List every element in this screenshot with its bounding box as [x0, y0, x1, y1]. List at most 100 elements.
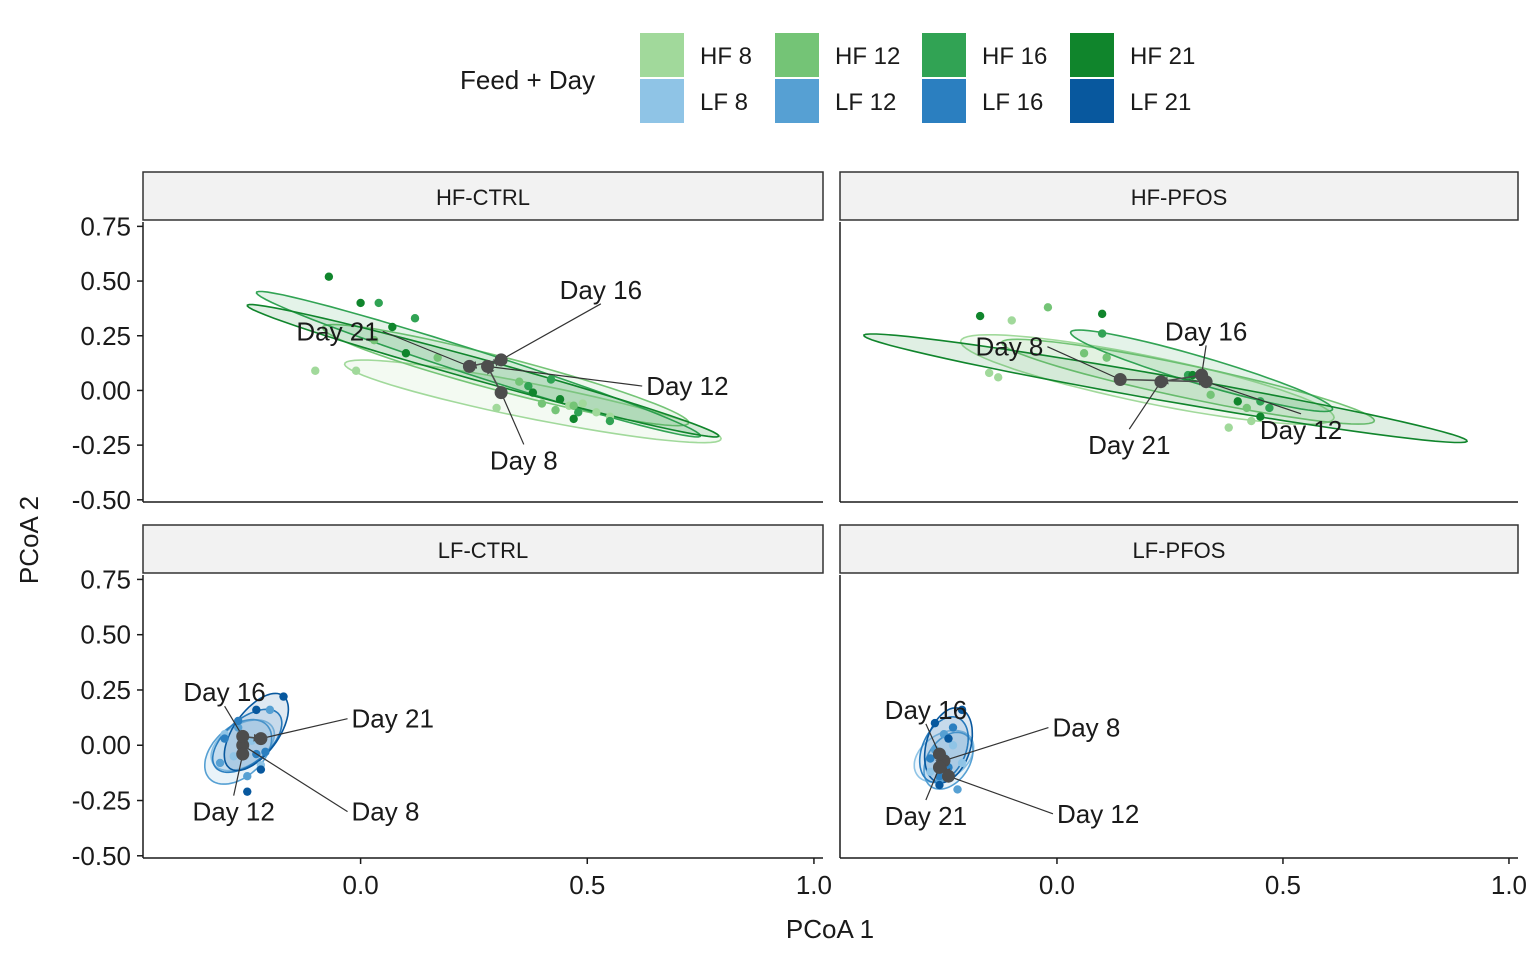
centroid-point	[494, 353, 508, 367]
centroid-point	[1195, 368, 1209, 382]
y-tick-label: 0.75	[80, 564, 131, 594]
centroid-label: Day 21	[352, 704, 434, 734]
x-tick-label: 0.5	[1265, 870, 1301, 900]
data-point	[356, 298, 365, 308]
data-point	[433, 353, 442, 362]
legend-label: LF 16	[982, 89, 1043, 116]
centroid-label: Day 12	[1260, 415, 1342, 445]
data-point	[957, 758, 967, 768]
data-point	[252, 705, 261, 715]
legend-title: Feed + Day	[460, 65, 595, 95]
centroid-label: Day 12	[1057, 799, 1139, 829]
facet-strip	[839, 171, 1519, 221]
data-point	[555, 394, 565, 404]
data-point	[524, 381, 533, 391]
centroid-label: Day 21	[1088, 430, 1170, 460]
centroid-point	[481, 359, 495, 373]
facet-panel: LF-PFOS Day 8 Day 12 Day 16 Day 21 0.0 0.5 1.0	[839, 524, 1527, 900]
centroid-label: Day 16	[560, 275, 642, 305]
data-point	[528, 388, 538, 397]
data-point	[215, 758, 225, 768]
x-tick-label: 0.0	[1039, 870, 1075, 900]
y-tick-label: -0.25	[72, 430, 131, 460]
centroid-leader-line	[943, 726, 1049, 762]
data-point	[351, 366, 361, 375]
legend-label: HF 16	[982, 43, 1047, 70]
data-point	[948, 741, 958, 750]
centroid-point	[462, 359, 476, 373]
facet-strip	[839, 524, 1519, 574]
legend-key	[640, 33, 684, 77]
centroid-label: Day 21	[885, 801, 967, 831]
facet-panel: HF-PFOS Day 8 Day 12 Day 16 Day 21	[839, 171, 1519, 503]
centroid-arrow	[1160, 374, 1202, 385]
centroid-point	[1154, 375, 1168, 389]
y-tick-label: -0.50	[72, 841, 131, 871]
data-point	[569, 414, 578, 424]
data-point	[515, 377, 524, 386]
legend-label: LF 12	[835, 89, 896, 116]
data-point	[279, 692, 288, 701]
data-point	[1079, 349, 1089, 358]
data-point	[220, 734, 229, 743]
centroid-label: Day 21	[296, 316, 378, 346]
data-point	[374, 298, 383, 308]
legend-label: HF 21	[1130, 43, 1195, 70]
data-point	[261, 747, 270, 757]
legend-key	[922, 33, 966, 77]
centroid-point	[254, 732, 268, 746]
data-point	[256, 765, 266, 774]
centroid-point	[494, 386, 508, 400]
data-point	[1007, 316, 1016, 325]
data-point	[578, 399, 587, 408]
legend-label: LF 21	[1130, 89, 1191, 116]
facet-panel: LF-CTRL Day 8 Day 12 Day 16 Day 21 0.75 0.50 0.…	[72, 524, 832, 900]
centroid-point	[236, 747, 250, 761]
data-point	[935, 780, 944, 790]
data-point	[492, 403, 501, 413]
legend-key	[775, 79, 819, 123]
y-tick-label: 0.00	[80, 730, 131, 760]
centroid-leader-line	[500, 303, 602, 361]
centroid-leader-line	[260, 718, 348, 740]
centroid-label: Day 16	[183, 677, 265, 707]
legend-key	[922, 79, 966, 123]
centroid-label: Day 12	[192, 797, 274, 827]
data-point	[574, 408, 583, 417]
data-point	[975, 311, 985, 321]
data-point	[546, 375, 556, 384]
data-point	[605, 416, 615, 426]
confidence-ellipse	[321, 323, 690, 427]
centroid-label: Day 8	[975, 332, 1043, 362]
centroid-label: Day 16	[885, 695, 967, 725]
data-point	[1097, 329, 1107, 338]
legend-key	[1070, 79, 1114, 123]
data-point	[953, 785, 962, 794]
data-point	[265, 705, 275, 715]
data-point	[229, 752, 238, 761]
data-point	[592, 408, 601, 417]
data-point	[243, 787, 252, 796]
data-point	[569, 401, 578, 410]
data-point	[243, 771, 252, 781]
data-point	[930, 718, 940, 728]
data-point	[324, 272, 334, 281]
legend-label: HF 12	[835, 43, 900, 70]
y-axis-title: PCoA 2	[14, 496, 44, 584]
y-tick-label: 0.50	[80, 620, 131, 650]
centroid-label: Day 16	[1165, 316, 1247, 346]
y-tick-label: 0.25	[80, 321, 131, 351]
legend-label: HF 8	[700, 43, 752, 70]
centroid-leader-line	[242, 744, 348, 813]
legend-label: LF 8	[700, 89, 748, 116]
data-point	[1043, 303, 1053, 312]
facet-strip	[142, 171, 824, 221]
centroid-leader-line	[233, 753, 244, 796]
facet-strip-label: HF-PFOS	[1131, 185, 1228, 210]
data-point	[537, 399, 547, 408]
x-tick-label: 1.0	[796, 870, 832, 900]
data-point	[551, 405, 560, 415]
data-point	[370, 335, 379, 345]
centroid-label: Day 12	[646, 371, 728, 401]
